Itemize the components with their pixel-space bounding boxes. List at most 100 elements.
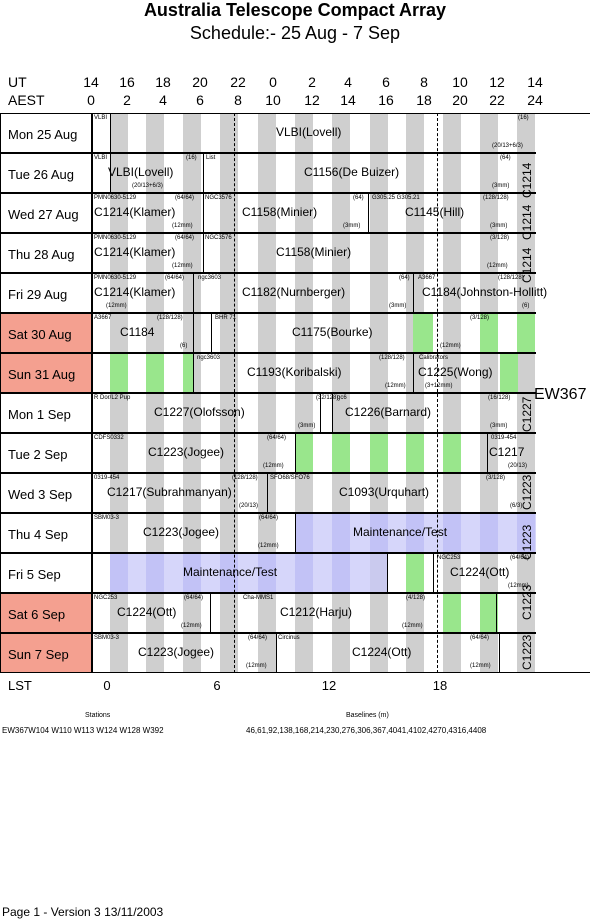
- sidereal-stripe: [370, 193, 388, 233]
- sidereal-stripe: [406, 233, 424, 273]
- sidereal-stripe: [110, 273, 128, 313]
- sidereal-stripe: [110, 233, 128, 273]
- page-title: Australia Telescope Compact Array: [143, 0, 447, 20]
- row-frame: [92, 633, 536, 673]
- green-block: [370, 433, 388, 473]
- sidereal-stripe: [480, 273, 498, 313]
- sidereal-stripe: [146, 113, 164, 153]
- sidereal-stripe: [258, 593, 276, 633]
- slot-note: BHR 71: [215, 315, 237, 321]
- day-cell: Thu 28 Aug: [0, 233, 92, 273]
- slot-divider: [203, 153, 204, 193]
- sidereal-stripe: [480, 473, 498, 513]
- sidereal-stripe: [370, 153, 388, 193]
- sidereal-stripe: [220, 473, 238, 513]
- slot-note: (128/128): [232, 475, 258, 481]
- sidereal-stripe: [443, 353, 461, 393]
- slot-note: Calibrators: [419, 355, 449, 361]
- sidereal-stripe: [332, 393, 350, 433]
- baselines-list: 46,61,92,138,168,214,230,276,306,367,404…: [246, 726, 487, 735]
- slot-divider: [320, 393, 321, 433]
- sidereal-stripe: [406, 393, 424, 433]
- green-block: [443, 593, 461, 633]
- sidereal-stripe: [332, 633, 350, 673]
- day-label: Tue 2 Sep: [8, 447, 68, 462]
- slot-note: List: [206, 155, 216, 161]
- slot-divider: [203, 233, 204, 273]
- sidereal-stripe: [183, 633, 201, 673]
- slot-divider: [211, 313, 212, 353]
- slot-note: PMN0630-5129: [94, 195, 137, 201]
- sidereal-stripe: [443, 473, 461, 513]
- day-row: Fri 5 Sep NGC253 (64/64) (12mm) Maintenance/…: [0, 553, 536, 593]
- sidereal-stripe: [295, 393, 313, 433]
- sunrise-line: [234, 113, 235, 673]
- sidereal-stripe: [370, 393, 388, 433]
- sidereal-stripe: [295, 353, 313, 393]
- slot-divider: [110, 113, 111, 153]
- sidereal-stripe: [517, 273, 535, 313]
- slot-note: (6/3): [510, 503, 523, 509]
- slot-note: (12mm): [172, 223, 193, 229]
- sidereal-stripe: [110, 193, 128, 233]
- sidereal-stripe: [110, 313, 128, 353]
- day-label: Fri 5 Sep: [8, 567, 61, 582]
- schedule-grid: Mon 25 Aug VLBI (16) (20/13+6/3) VLBI(Lovell…: [0, 113, 590, 673]
- sidereal-stripe: [146, 153, 164, 193]
- sidereal-stripe: [406, 353, 424, 393]
- slot-divider: [295, 433, 296, 473]
- slot-note: (16/128): [488, 395, 511, 401]
- green-block: [480, 313, 498, 353]
- project-label: C1223(Jogee): [143, 525, 220, 539]
- slot-note: (128/128): [483, 195, 509, 201]
- slot-note: (20/13): [508, 463, 528, 469]
- sidereal-stripe: [110, 633, 128, 673]
- project-label: C1145(Hill): [405, 205, 465, 219]
- sidereal-stripe: [517, 153, 535, 193]
- row-frame: [92, 593, 536, 633]
- slot-note: (12mm): [385, 383, 406, 389]
- stations-heading: Stations: [85, 712, 111, 719]
- day-label: Wed 27 Aug: [8, 207, 79, 222]
- day-cell: Tue 26 Aug: [0, 153, 92, 193]
- row-start-line: [92, 513, 93, 553]
- slot-note: 0319-454: [94, 475, 120, 481]
- slot-note: (12mm): [487, 263, 508, 269]
- sidereal-stripe: [295, 633, 313, 673]
- sidereal-stripe: [146, 513, 164, 553]
- slot-note: (12mm): [106, 303, 127, 309]
- sidereal-stripe: [480, 233, 498, 273]
- sidereal-stripe: [220, 153, 238, 193]
- slot-note: Circinus: [278, 635, 300, 641]
- aest-tick: 14: [340, 92, 356, 108]
- maintenance-block: [110, 553, 387, 593]
- project-label: C1224(Ott): [450, 565, 510, 579]
- aest-tick: 16: [378, 92, 394, 108]
- project-label: C1175(Bourke): [292, 325, 373, 339]
- slot-note: (20/13+6/3): [492, 143, 523, 149]
- sidereal-stripe: [406, 473, 424, 513]
- sidereal-stripe: [406, 193, 424, 233]
- vertical-project-label: C1223: [520, 584, 534, 620]
- slot-note: (20/13+6/3): [132, 183, 163, 189]
- slot-note: (64): [500, 155, 511, 161]
- slot-note: (12mm): [246, 663, 267, 669]
- day-row: Sat 6 Sep NGC253 (64/64) (12mm) Cha-MMS1 (4/1…: [0, 593, 536, 633]
- slot-note: (64/64): [510, 555, 530, 561]
- sidereal-stripe: [220, 633, 238, 673]
- sidereal-stripe: [332, 113, 350, 153]
- slot-note: (12mm): [258, 543, 279, 549]
- row-start-line: [92, 433, 93, 473]
- slot-note: (12mm): [181, 623, 202, 629]
- lst-tick: 12: [321, 678, 337, 693]
- sidereal-stripe: [480, 153, 498, 193]
- slot-note: (64/64): [248, 635, 268, 641]
- day-cell: Wed 3 Sep: [0, 473, 92, 513]
- day-cell: Tue 2 Sep: [0, 433, 92, 473]
- slot-note: (12mm): [440, 343, 461, 349]
- day-label: Fri 29 Aug: [8, 287, 68, 302]
- slot-divider: [110, 153, 111, 193]
- project-label: C1093(Urquhart): [339, 485, 430, 499]
- sidereal-stripe: [183, 433, 201, 473]
- sidereal-stripe: [443, 393, 461, 433]
